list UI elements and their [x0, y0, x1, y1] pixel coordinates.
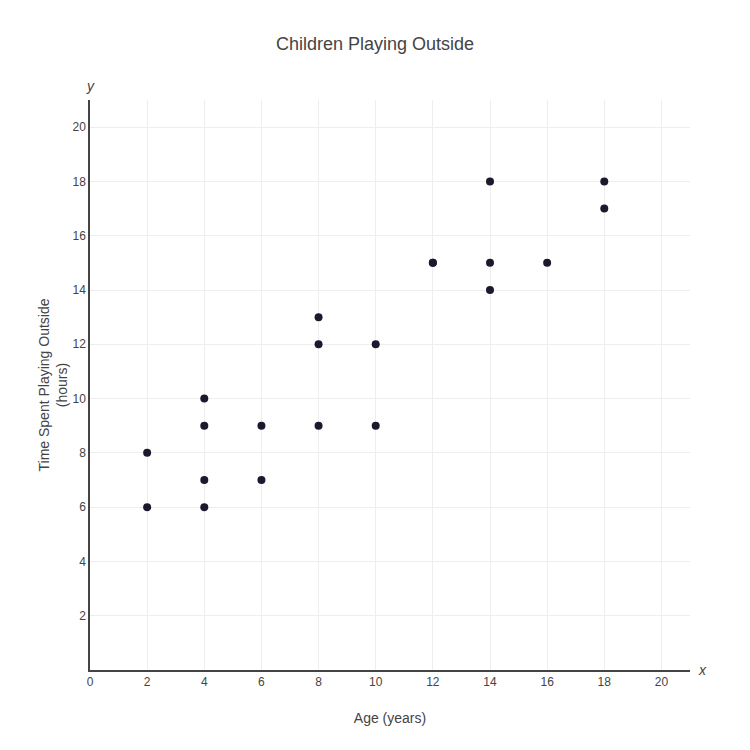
svg-text:20: 20	[72, 120, 86, 134]
svg-text:8: 8	[79, 446, 86, 460]
svg-text:10: 10	[369, 675, 383, 689]
svg-text:x: x	[698, 662, 707, 678]
svg-text:20: 20	[655, 675, 669, 689]
svg-text:2: 2	[144, 675, 151, 689]
svg-text:12: 12	[72, 337, 86, 351]
svg-text:2: 2	[79, 609, 86, 623]
svg-text:18: 18	[72, 175, 86, 189]
svg-text:16: 16	[72, 229, 86, 243]
svg-text:12: 12	[426, 675, 440, 689]
svg-text:16: 16	[540, 675, 554, 689]
svg-text:4: 4	[201, 675, 208, 689]
svg-text:8: 8	[315, 675, 322, 689]
svg-text:10: 10	[72, 392, 86, 406]
svg-text:Time Spent Playing Outside(hou: Time Spent Playing Outside(hours)	[36, 298, 70, 471]
svg-text:14: 14	[72, 283, 86, 297]
svg-text:Age (years): Age (years)	[354, 710, 426, 726]
svg-text:Children Playing Outside: Children Playing Outside	[276, 34, 474, 54]
svg-text:6: 6	[258, 675, 265, 689]
svg-text:0: 0	[87, 675, 94, 689]
svg-text:6: 6	[79, 500, 86, 514]
svg-text:18: 18	[598, 675, 612, 689]
svg-text:y: y	[86, 78, 95, 94]
svg-text:14: 14	[483, 675, 497, 689]
svg-text:4: 4	[79, 555, 86, 569]
